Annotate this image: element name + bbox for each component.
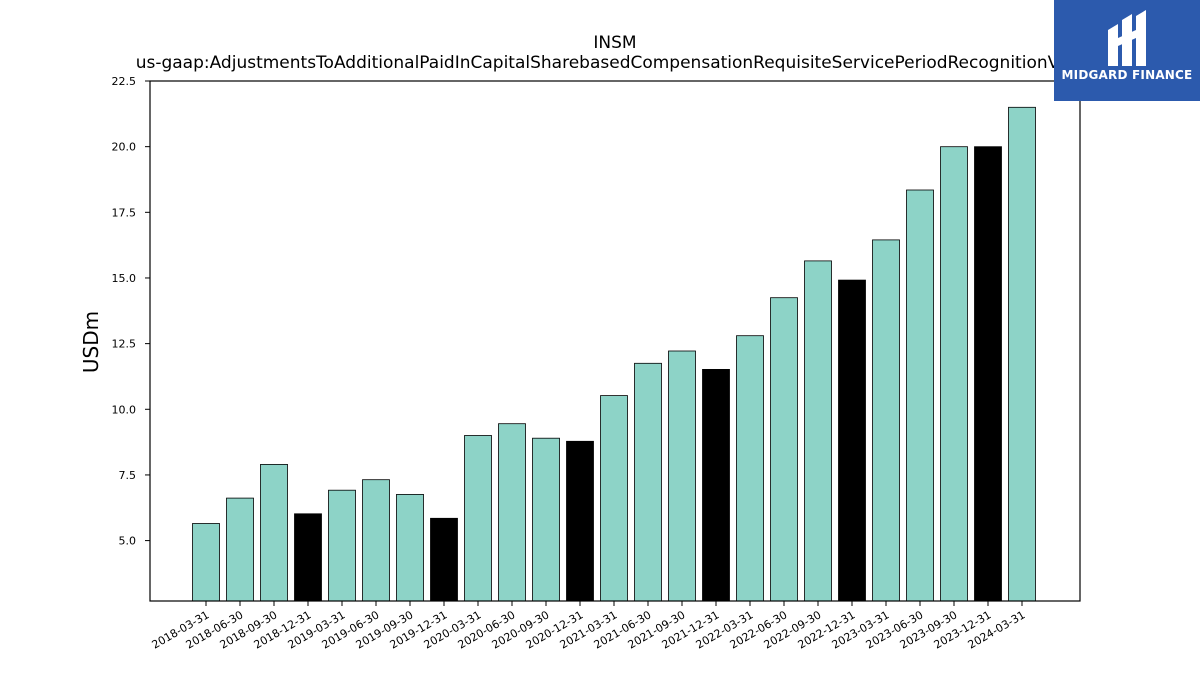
bar-2023-03-31 xyxy=(872,239,900,602)
bar-2019-03-31 xyxy=(328,489,356,602)
bar-2019-12-31 xyxy=(430,517,458,602)
bar-2020-12-31 xyxy=(566,440,594,602)
bar-2023-06-30 xyxy=(906,189,934,602)
chart-title: INSM xyxy=(593,33,636,53)
bar-2022-09-30 xyxy=(804,260,832,602)
bar-2024-03-31 xyxy=(1008,106,1036,602)
y-axis-label: USDm xyxy=(79,311,103,373)
bar-2022-03-31 xyxy=(736,335,764,602)
bar-2020-06-30 xyxy=(498,423,526,602)
bar-2018-12-31 xyxy=(294,513,322,602)
bar-2021-09-30 xyxy=(668,350,696,602)
bar-2021-06-30 xyxy=(634,362,662,602)
y-tick-label: 15.0 xyxy=(112,272,137,285)
bar-2020-03-31 xyxy=(464,435,492,602)
bar-2022-06-30 xyxy=(770,297,798,602)
bar-2019-09-30 xyxy=(396,493,424,602)
y-tick-label: 10.0 xyxy=(112,403,137,416)
bar-2018-06-30 xyxy=(226,497,254,602)
bar-2023-09-30 xyxy=(940,146,968,602)
bar-2023-12-31 xyxy=(974,146,1002,602)
brand-logo: MIDGARD FINANCE xyxy=(1054,0,1200,101)
bar-2021-12-31 xyxy=(702,368,730,602)
midgard-logo-icon xyxy=(1108,10,1146,66)
y-tick-label: 7.5 xyxy=(119,469,137,482)
y-tick-label: 20.0 xyxy=(112,141,137,154)
y-tick-label: 17.5 xyxy=(112,206,137,219)
y-tick-label: 22.5 xyxy=(112,75,137,88)
bars-group xyxy=(192,106,1036,602)
y-tick-label: 5.0 xyxy=(119,535,137,548)
bar-2020-09-30 xyxy=(532,437,560,602)
bar-2018-09-30 xyxy=(260,463,288,602)
bar-2019-06-30 xyxy=(362,479,390,602)
x-axis-ticks: 2018-03-312018-06-302018-09-302018-12-31… xyxy=(150,601,1028,652)
bar-2021-03-31 xyxy=(600,395,628,602)
chart-subtitle: us-gaap:AdjustmentsToAdditionalPaidInCap… xyxy=(136,53,1095,73)
y-axis-ticks: 5.0 7.5 10.0 12.5 15.0 17.5 20.0 22.5 xyxy=(112,75,150,548)
logo-text: MIDGARD FINANCE xyxy=(1061,68,1193,82)
plot-frame xyxy=(149,80,1081,602)
bar-2018-03-31 xyxy=(192,523,220,602)
y-tick-label: 12.5 xyxy=(112,338,137,351)
bar-2022-12-31 xyxy=(838,279,866,602)
